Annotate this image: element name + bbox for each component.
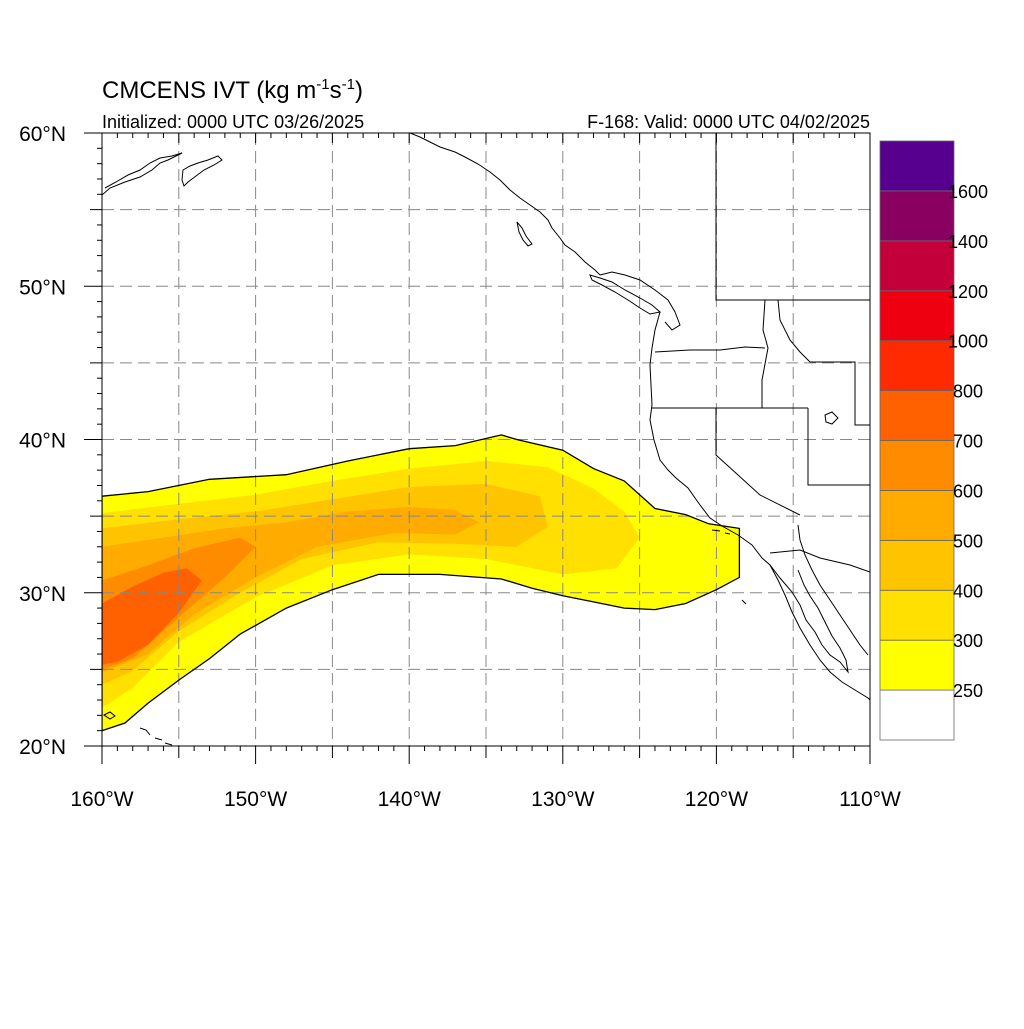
colorbar-label: 1400 xyxy=(948,232,988,252)
colorbar-label: 400 xyxy=(953,581,983,601)
map-area xyxy=(102,133,870,746)
lat-label: 60°N xyxy=(19,123,66,146)
us-west-coast xyxy=(649,311,870,701)
montana-border xyxy=(777,299,870,426)
lon-label: 120°W xyxy=(685,788,748,811)
alaska-coastline xyxy=(102,152,183,196)
kodiak-island xyxy=(181,155,223,187)
colorbar-label: 1600 xyxy=(948,182,988,202)
axis-ticks xyxy=(84,132,871,764)
canada-us-border xyxy=(715,133,870,301)
colorbar-box xyxy=(879,340,955,391)
coastlines xyxy=(102,133,870,746)
colorbar-label: 300 xyxy=(953,631,983,651)
latitude-labels: 60°N 50°N 40°N 30°N 20°N xyxy=(19,123,66,759)
ivt-shading-layer xyxy=(102,434,740,731)
lat-label: 50°N xyxy=(19,276,66,299)
great-salt-lake xyxy=(824,411,839,425)
title-sup-2: -1 xyxy=(342,76,355,93)
bc-mainland-coast xyxy=(599,271,681,331)
subtitle-valid: F-168: Valid: 0000 UTC 04/02/2025 xyxy=(587,112,870,132)
hawaii-islands xyxy=(103,711,173,746)
colorbar-label: 1200 xyxy=(948,282,988,302)
colorbar-label: 600 xyxy=(953,481,983,501)
nevada-border xyxy=(715,408,801,516)
colorbar-box xyxy=(879,390,955,441)
us-mexico-border xyxy=(769,549,870,573)
colorbar-label: 500 xyxy=(953,531,983,551)
colorbar-box xyxy=(879,689,955,741)
longitude-labels: 160°W 150°W 140°W 130°W 120°W 110°W xyxy=(70,788,901,811)
lon-label: 130°W xyxy=(531,788,594,811)
lat-label: 30°N xyxy=(19,583,66,606)
colorbar-box xyxy=(879,240,955,292)
colorbar-label: 1000 xyxy=(948,332,988,352)
title-sup-1: -1 xyxy=(316,76,329,93)
title-mid: s xyxy=(330,77,342,104)
lon-label: 110°W xyxy=(839,788,901,811)
ivt-250-outline xyxy=(102,434,741,732)
subtitle-initialized: Initialized: 0000 UTC 03/26/2025 xyxy=(102,112,364,132)
channel-islands xyxy=(711,529,747,605)
alaska-southeast-coast xyxy=(409,133,601,276)
lat-label: 40°N xyxy=(19,430,66,453)
colorbar-label: 800 xyxy=(953,382,983,402)
colorbar-box xyxy=(879,589,955,641)
colorbar-label: 700 xyxy=(953,432,983,452)
gulf-of-california-coast xyxy=(797,524,869,656)
colorbar-box xyxy=(879,639,955,691)
colorbar-box xyxy=(879,490,955,541)
title-main: CMCENS IVT (kg m xyxy=(102,77,316,104)
grid-lines xyxy=(102,133,870,746)
ivt-250-contour xyxy=(102,434,741,732)
colorbar-label: 250 xyxy=(953,681,983,701)
lon-label: 150°W xyxy=(224,788,287,811)
colorbar-box xyxy=(879,140,955,192)
colorbar-box xyxy=(879,190,955,242)
haida-gwaii xyxy=(516,221,533,247)
lat-label: 20°N xyxy=(19,736,66,759)
nevada-utah-border xyxy=(807,408,870,486)
colorbar-box xyxy=(879,440,955,491)
idaho-border xyxy=(761,299,769,408)
lon-label: 160°W xyxy=(70,788,133,811)
lon-label: 140°W xyxy=(378,788,441,811)
colorbar-box xyxy=(879,290,955,342)
baja-california xyxy=(769,564,849,674)
vancouver-island xyxy=(589,274,662,315)
colorbar-box xyxy=(879,539,955,591)
washington-oregon-border xyxy=(654,346,766,353)
colorbar: 250 300 400 500 600 700 800 1000 1200 1400 1600 xyxy=(879,140,988,741)
title-close: ) xyxy=(355,77,363,104)
chart-title: CMCENS IVT (kg m-1s-1) xyxy=(102,76,363,104)
